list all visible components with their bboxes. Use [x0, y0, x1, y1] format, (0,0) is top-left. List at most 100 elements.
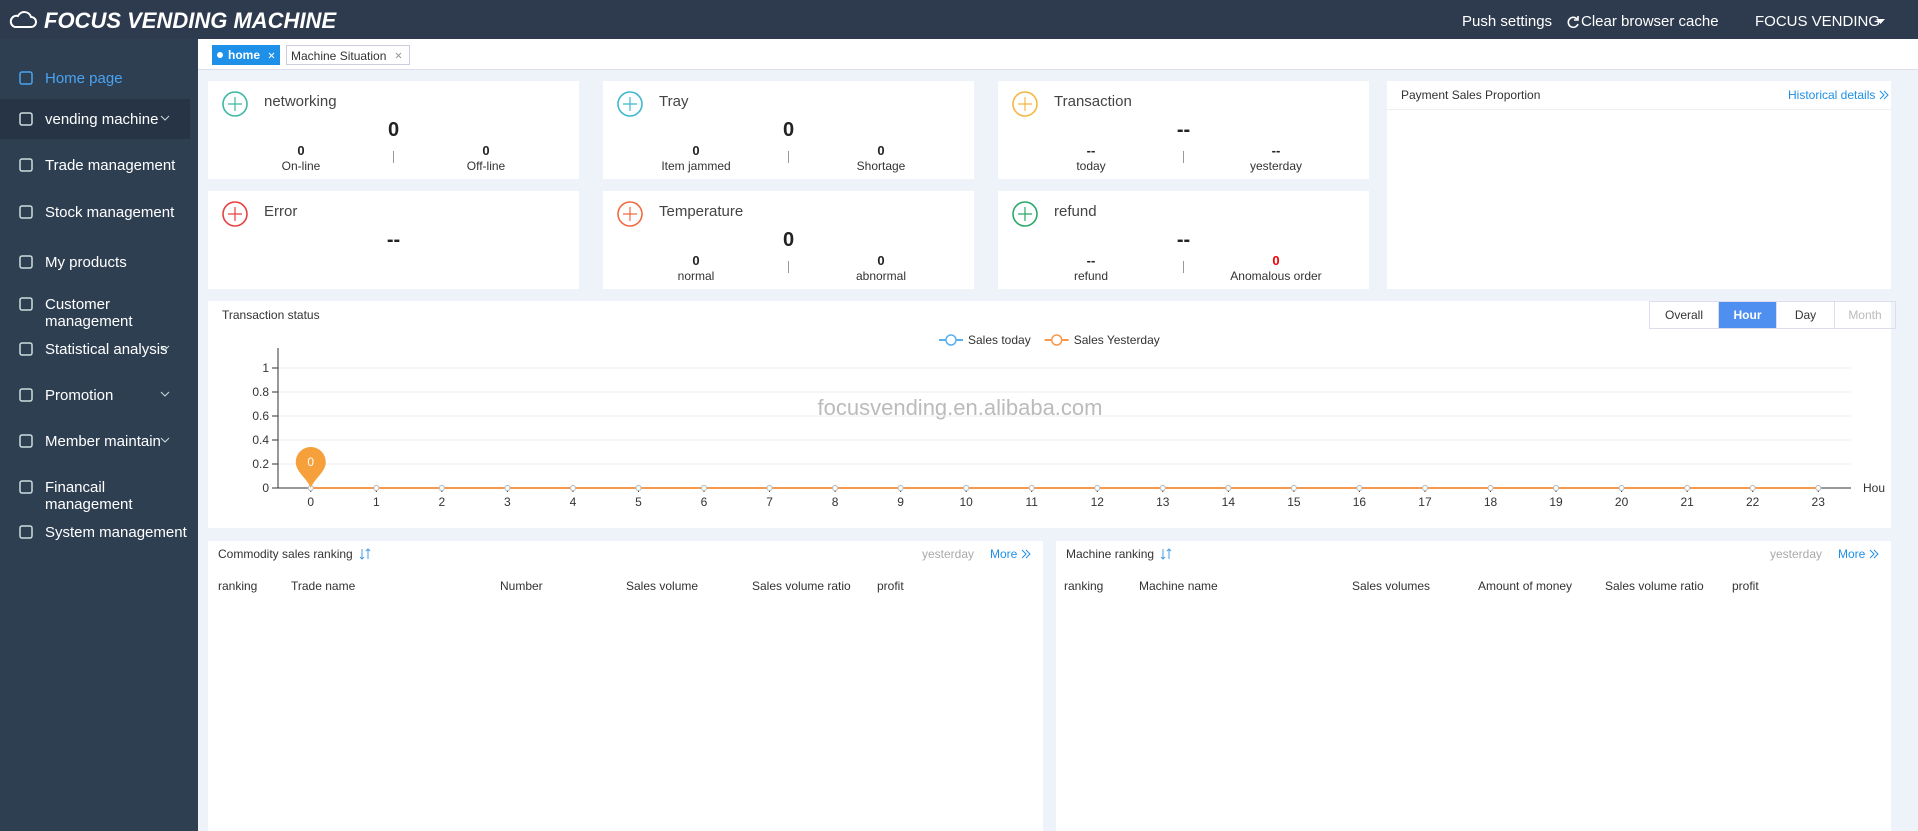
menu-label: Trade management [45, 157, 176, 174]
card-icon [1012, 201, 1038, 227]
menu-label: Statistical analysis [45, 341, 168, 358]
menu-icon [19, 480, 33, 494]
divider [1387, 109, 1891, 110]
range-button[interactable]: Hour [1718, 301, 1777, 329]
divider [393, 151, 394, 163]
x-tick-label: 5 [635, 495, 642, 509]
item-value: 0 [482, 143, 490, 158]
card-title: refund [1054, 203, 1097, 220]
menu-item[interactable]: Statistical analysis [0, 329, 190, 369]
legend-dot [945, 334, 957, 346]
logo-icon [9, 11, 37, 28]
x-tick-label: 18 [1484, 495, 1498, 509]
y-tick-label: 0.8 [252, 385, 269, 399]
item-label: Shortage [856, 159, 906, 173]
header: FOCUS VENDING MACHINE Push settings Clea… [0, 0, 1918, 39]
point [1094, 485, 1101, 491]
card-value: -- [1176, 119, 1191, 141]
menu-item[interactable]: Member maintain [0, 421, 190, 461]
card-icon [222, 91, 248, 117]
x-tick-label: 17 [1418, 495, 1432, 509]
tab-machine[interactable]: Machine Situation [286, 45, 410, 65]
chart: focusvending.en.alibaba.com00.20.40.60.8… [252, 333, 1885, 509]
point [832, 485, 839, 491]
tab-home[interactable]: home [212, 45, 280, 65]
x-tick-label: 14 [1222, 495, 1236, 509]
ranking-panel: Machine ranking yesterday More ranking Machi… [1056, 541, 1891, 831]
period[interactable]: yesterday [922, 547, 975, 561]
stat-card: Tray 0 0 Item jammed 0 Shortage [603, 81, 974, 179]
point [1487, 485, 1494, 491]
point [1749, 485, 1756, 491]
x-tick-label: 8 [832, 495, 839, 509]
stat-card: Error -- [208, 191, 579, 289]
x-tick-label: 23 [1812, 495, 1826, 509]
sort-icon [359, 548, 371, 560]
column-header: Number [500, 579, 543, 593]
item-value: 0 [877, 143, 885, 158]
menu-item[interactable]: System management [0, 512, 190, 552]
item-label: On-line [281, 159, 321, 173]
close[interactable] [268, 52, 275, 59]
refresh-icon [1567, 16, 1579, 29]
more-link[interactable]: More [990, 547, 1018, 561]
stat-card: Temperature 0 0 normal 0 abnormal [603, 191, 974, 289]
chart-title: Transaction status [222, 308, 320, 322]
markpoint-label: 0 [307, 455, 314, 469]
stat-card: Transaction -- -- today -- yesterday [998, 81, 1369, 179]
user-menu[interactable]: FOCUS VENDING [1755, 13, 1881, 30]
push-settings[interactable]: Push settings [1462, 13, 1553, 30]
legend-label: Sales Yesterday [1074, 333, 1160, 347]
y-tick-label: 0.4 [252, 433, 269, 447]
menu-item[interactable]: Trade management [0, 145, 190, 185]
menu-item[interactable]: Home page [0, 58, 190, 98]
column-header: Trade name [291, 579, 356, 593]
range-button[interactable]: Month [1834, 301, 1896, 329]
menu-item[interactable]: Financail management [0, 467, 190, 513]
x-tick-label: 7 [766, 495, 773, 509]
close[interactable] [395, 52, 402, 59]
point [504, 485, 511, 491]
point [1225, 485, 1232, 491]
item-label: Anomalous order [1230, 269, 1322, 283]
clear-cache[interactable]: Clear browser cache [1581, 13, 1719, 30]
menu-item[interactable]: My products [0, 242, 190, 282]
x-tick-label: 2 [439, 495, 446, 509]
x-tick-label: 16 [1353, 495, 1367, 509]
caret [1876, 19, 1885, 24]
x-tick-label: 3 [504, 495, 511, 509]
more-link[interactable]: More [1838, 547, 1866, 561]
x-tick-label: 13 [1156, 495, 1170, 509]
menu-item[interactable]: Customer management [0, 284, 190, 330]
card-title: networking [264, 93, 337, 110]
legend-dot [1050, 334, 1063, 346]
item-value: -- [1086, 143, 1096, 158]
item-label: Off-line [466, 159, 506, 173]
item-value: 0 [1272, 253, 1280, 268]
menu-label: Financail management [45, 479, 133, 513]
chevron [160, 115, 170, 121]
menu-label: Home page [45, 70, 123, 87]
card-icon [617, 91, 643, 117]
menu-label: My products [45, 254, 127, 271]
card-value: -- [386, 229, 401, 251]
period[interactable]: yesterday [1770, 547, 1823, 561]
menu-item[interactable]: vending machine [0, 99, 190, 139]
menu-item[interactable]: Stock management [0, 192, 190, 232]
divider [788, 261, 789, 273]
card-title: Tray [659, 93, 689, 110]
point [1356, 485, 1363, 491]
x-tick-label: 21 [1680, 495, 1694, 509]
menu-icon [19, 255, 33, 269]
y-tick-label: 1 [262, 361, 269, 375]
menu-icon [19, 342, 33, 356]
divider [1183, 261, 1184, 273]
history-link[interactable]: Historical details [1788, 88, 1876, 102]
chevrons [1021, 549, 1031, 559]
y-tick-label: 0.6 [252, 409, 269, 423]
menu-item[interactable]: Promotion [0, 375, 190, 415]
item-value: 0 [297, 143, 305, 158]
divider [788, 151, 789, 163]
x-tick-label: 15 [1287, 495, 1301, 509]
